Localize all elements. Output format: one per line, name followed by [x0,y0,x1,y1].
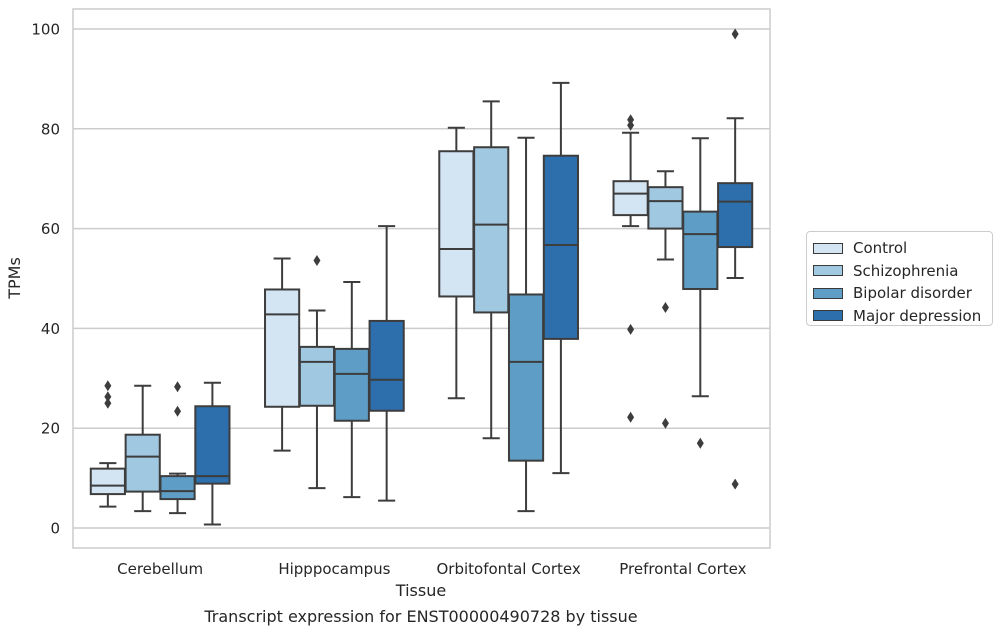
outlier-point [104,391,112,403]
x-tick-label: Cerebellum [117,560,203,578]
box [647,186,684,230]
y-tick-label: 100 [31,20,60,38]
box [194,405,231,485]
box-group [124,384,161,513]
y-tick-label: 60 [41,220,60,238]
box-group [507,136,545,513]
legend-swatch [813,265,843,277]
box [124,433,161,493]
outlier-point [731,28,739,40]
y-tick-labels: 0 20 40 60 80 100 [31,20,60,537]
y-tick-label: 40 [41,320,60,338]
outlier-point [104,380,112,392]
x-tick-label: Prefrontal Cortex [619,560,746,578]
box-group [542,81,579,475]
legend-item-control: Control [813,237,992,260]
box-group [473,100,510,440]
legend-label: Major depression [853,306,982,325]
y-tick-label: 80 [41,120,60,138]
y-tick-label: 20 [41,420,60,438]
box [542,154,579,340]
y-axis-label: TPMs [5,257,24,300]
outlier-point [104,397,112,409]
outlier-point [627,411,635,423]
box-group [612,114,649,423]
box [159,475,196,501]
outlier-point [696,437,704,449]
legend-swatch [813,310,843,322]
gridlines [73,28,770,529]
legend-label: Bipolar disorder [853,284,972,303]
box [507,293,545,462]
outlier-point [627,114,635,126]
box [438,150,475,298]
x-axis-label: Tissue [395,581,446,600]
box [717,182,754,249]
outlier-point [627,323,635,335]
box-group [264,257,301,452]
box-group [159,381,196,515]
box-group [438,126,475,400]
box [368,319,405,412]
box-group [368,225,405,502]
y-tick-label: 0 [50,520,60,538]
box [473,146,510,314]
box [264,288,301,408]
box-group [89,380,126,508]
box-group [717,28,754,490]
legend: Control Schizophrenia Bipolar disorder M… [806,231,993,326]
box-group [647,170,684,429]
box-group [333,280,370,499]
legend-label: Schizophrenia [853,261,959,280]
legend-item-schizophrenia: Schizophrenia [813,260,992,283]
box [682,210,719,290]
outlier-point [661,417,669,429]
box [612,180,649,217]
box [89,467,126,496]
box-group [682,137,719,449]
legend-swatch [813,287,843,299]
box [298,345,336,407]
chart-caption: Transcript expression for ENST0000049072… [203,607,637,626]
outlier-point [174,381,182,393]
outlier-point [731,478,739,490]
x-tick-label: Hipppocampus [278,560,390,578]
outlier-point [174,405,182,417]
legend-label: Control [853,239,908,258]
box-group [298,255,336,490]
box-plot-marks [89,28,754,526]
legend-item-major-depression: Major depression [813,305,992,328]
box [333,347,370,422]
plot-frame [72,8,771,549]
x-tick-labels: Cerebellum Hipppocampus Orbitofontal Corte… [117,560,746,578]
outlier-point [661,301,669,313]
box-group [194,381,231,526]
legend-item-bipolar-disorder: Bipolar disorder [813,282,992,305]
outlier-point [313,255,321,267]
legend-swatch [813,242,843,254]
x-tick-label: Orbitofontal Cortex [437,560,581,578]
